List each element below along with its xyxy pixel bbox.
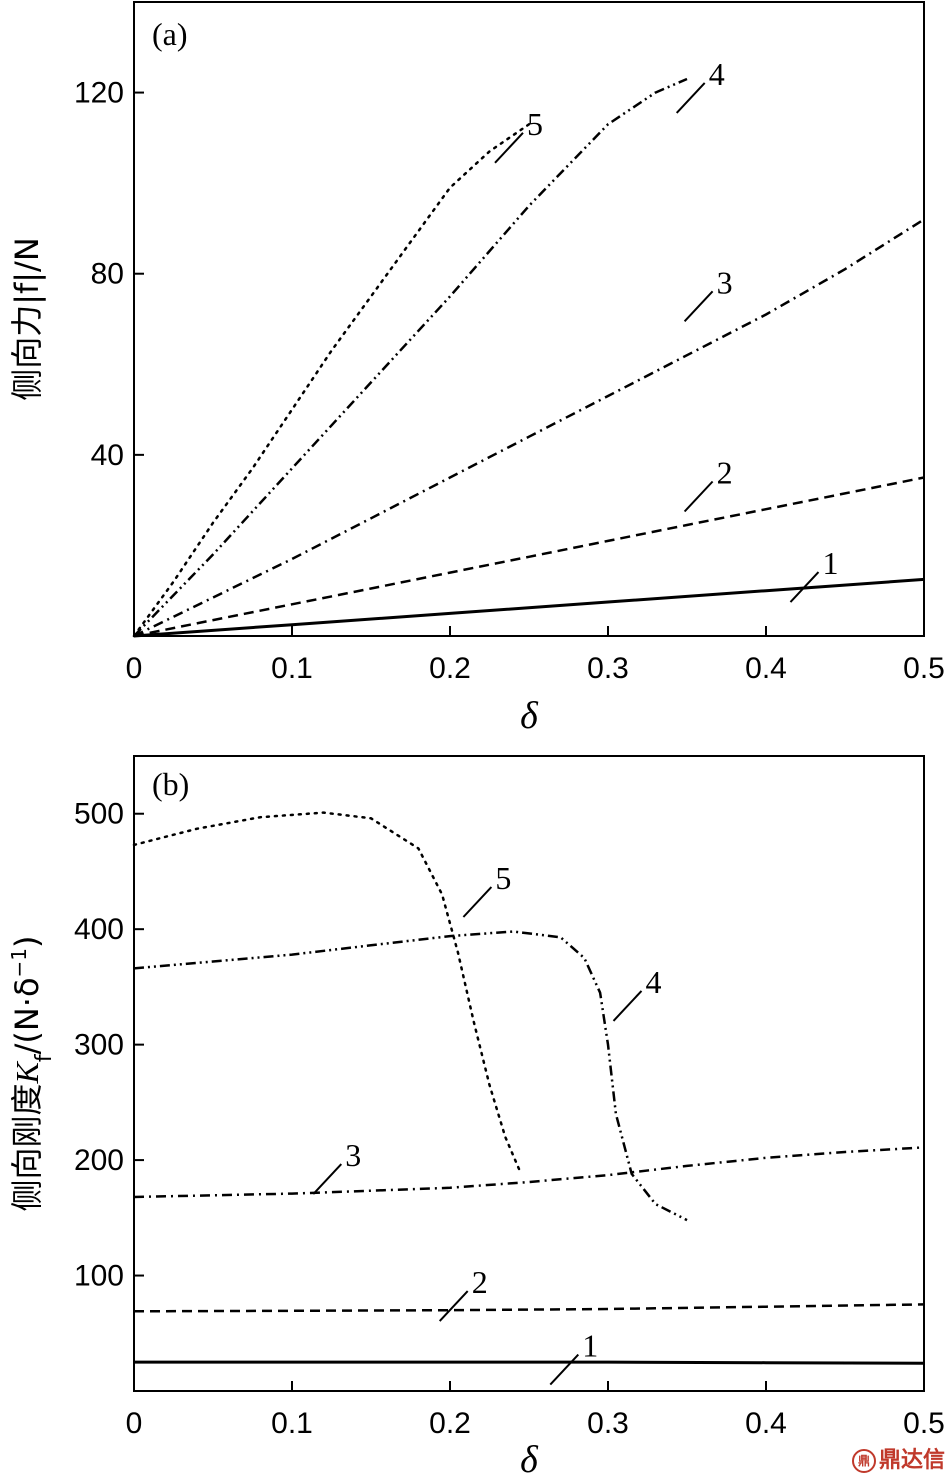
x-tick-label: 0.3	[587, 652, 629, 685]
panel-label: (b)	[152, 766, 189, 802]
curve-leader-5	[462, 886, 493, 918]
curve-label-1: 1	[582, 1328, 598, 1364]
series-line-4	[133, 930, 688, 1222]
x-axis-label: δ	[520, 1439, 539, 1478]
curve-label-1: 1	[822, 545, 838, 581]
curve-label-4: 4	[709, 56, 725, 92]
series-line-5	[132, 123, 531, 638]
curve-leader-3	[683, 290, 714, 322]
curve-label-5: 5	[495, 860, 511, 896]
x-tick-label: 0.2	[429, 652, 471, 685]
curve-leader-5	[494, 132, 524, 164]
curve-label-4: 4	[646, 964, 662, 1000]
x-tick-label: 0.3	[587, 1407, 629, 1440]
y-tick-label: 80	[91, 258, 124, 291]
series-line-2	[133, 476, 925, 638]
panel-label: (a)	[152, 16, 188, 52]
series-line-3	[133, 1146, 925, 1199]
x-axis-label: δ	[520, 695, 539, 737]
curve-leader-4	[675, 82, 706, 114]
watermark-logo: 鼎鼎达信	[851, 1442, 945, 1474]
series-line-5	[132, 811, 523, 1176]
y-tick-label: 400	[74, 913, 124, 946]
series-line-4	[133, 77, 688, 637]
curve-leader-2	[438, 1290, 469, 1322]
curve-leader-2	[683, 480, 714, 513]
chart-panel-a: (a) 0 0.1 0.2 0.3 0.4 0.5 40 80 120 δ 侧向力|f|/N 1 2 3 4 5	[8, 1, 945, 737]
x-tick-label: 0.4	[745, 1407, 787, 1440]
x-tick-label: 0.1	[271, 652, 313, 685]
watermark-icon: 鼎	[851, 1449, 876, 1473]
y-tick-label: 40	[91, 439, 124, 472]
series-line-2	[133, 1303, 925, 1313]
series-line-1	[133, 577, 925, 638]
plot-frame	[133, 755, 925, 1392]
series-line-3	[133, 218, 925, 638]
curve-label-3: 3	[345, 1137, 361, 1173]
x-tick-label: 0	[126, 1407, 143, 1440]
y-axis-label: 侧向刚度Kf/(N·δ−1)	[7, 935, 57, 1211]
x-tick-label: 0.2	[429, 1407, 471, 1440]
x-tick-label: 0.1	[271, 1407, 313, 1440]
y-tick-label: 120	[74, 77, 124, 110]
curve-label-5: 5	[527, 106, 543, 142]
x-tick-label: 0.5	[903, 652, 945, 685]
y-tick-label: 100	[74, 1260, 124, 1293]
watermark-text: 鼎达信	[878, 1448, 945, 1473]
chart-panel-b: (b) 0 0.1 0.2 0.3 0.4 0.5 100 200 300 400 500 δ 侧向刚度K…	[7, 755, 945, 1478]
x-tick-label: 0.4	[745, 652, 787, 685]
y-axis-label: 侧向力|f|/N	[8, 237, 46, 401]
curve-label-2: 2	[717, 455, 733, 491]
curve-label-2: 2	[472, 1264, 488, 1300]
series-line-1	[134, 1360, 925, 1365]
y-tick-label: 200	[74, 1144, 124, 1177]
curve-leader-1	[549, 1353, 580, 1386]
curve-leader-4	[612, 990, 643, 1022]
plot-frame	[133, 1, 925, 637]
curve-leader-3	[312, 1163, 343, 1195]
y-tick-label: 300	[74, 1029, 124, 1062]
x-tick-label: 0.5	[903, 1407, 945, 1440]
curve-leader-1	[789, 571, 820, 603]
curve-label-3: 3	[717, 264, 733, 300]
x-tick-label: 0	[126, 652, 143, 685]
y-tick-label: 500	[74, 798, 124, 831]
